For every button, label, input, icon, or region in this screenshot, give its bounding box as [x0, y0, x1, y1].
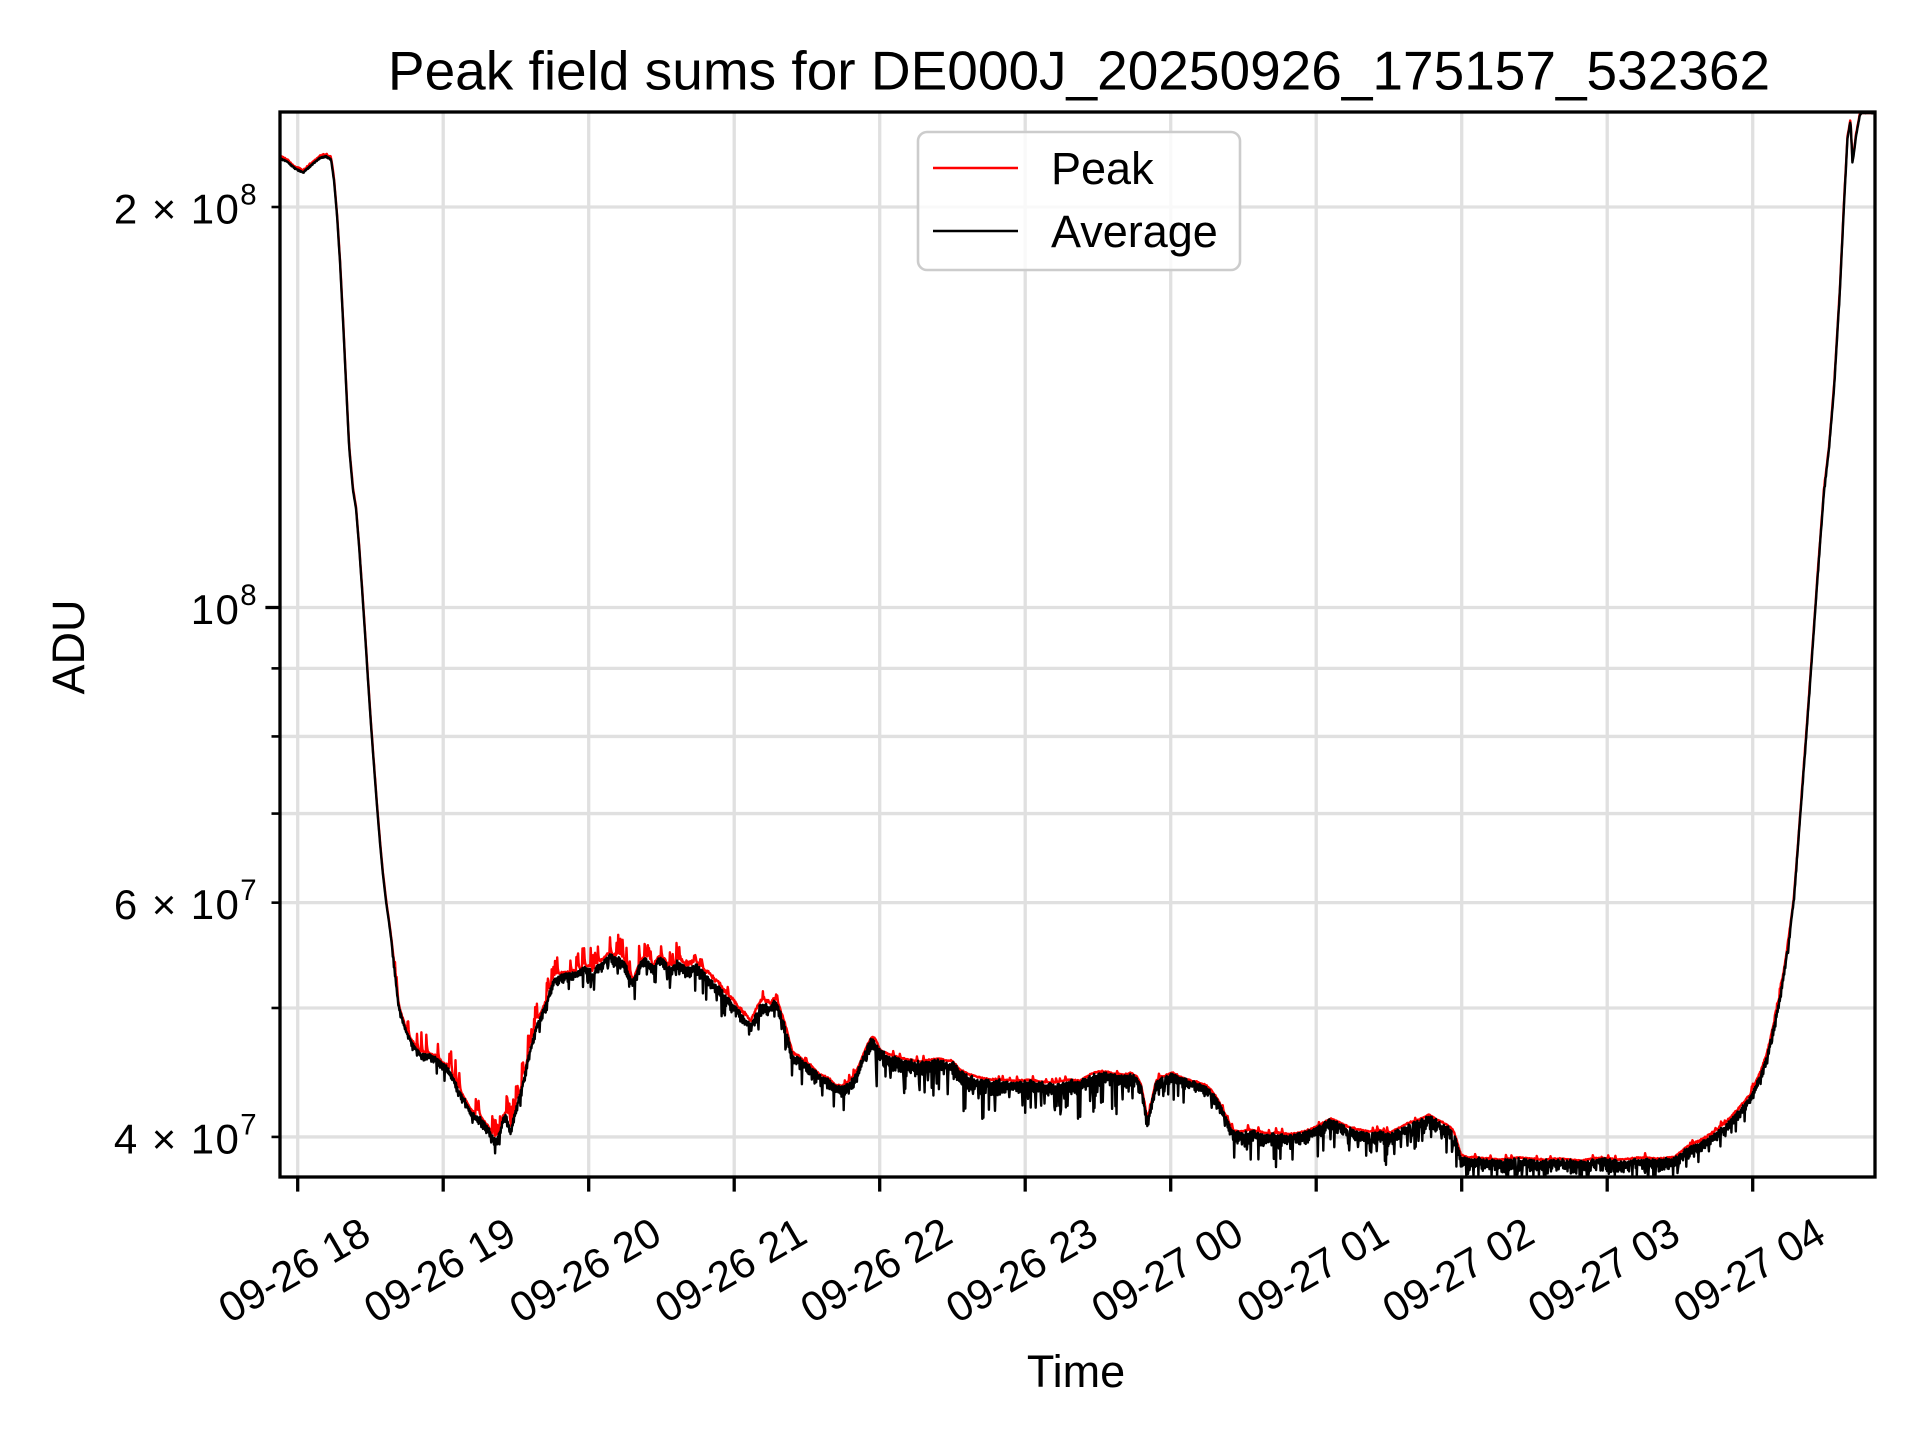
svg-text:Time: Time [1027, 1346, 1125, 1397]
svg-text:Peak: Peak [1051, 143, 1154, 194]
svg-text:Peak field sums for DE000J_202: Peak field sums for DE000J_20250926_1751… [388, 40, 1770, 102]
svg-text:2 × 108: 2 × 108 [114, 179, 258, 233]
svg-text:108: 108 [191, 579, 258, 633]
svg-text:4 × 107: 4 × 107 [114, 1108, 258, 1162]
svg-text:ADU: ADU [43, 599, 94, 694]
svg-text:6 × 107: 6 × 107 [114, 874, 258, 928]
svg-text:Average: Average [1051, 206, 1218, 257]
